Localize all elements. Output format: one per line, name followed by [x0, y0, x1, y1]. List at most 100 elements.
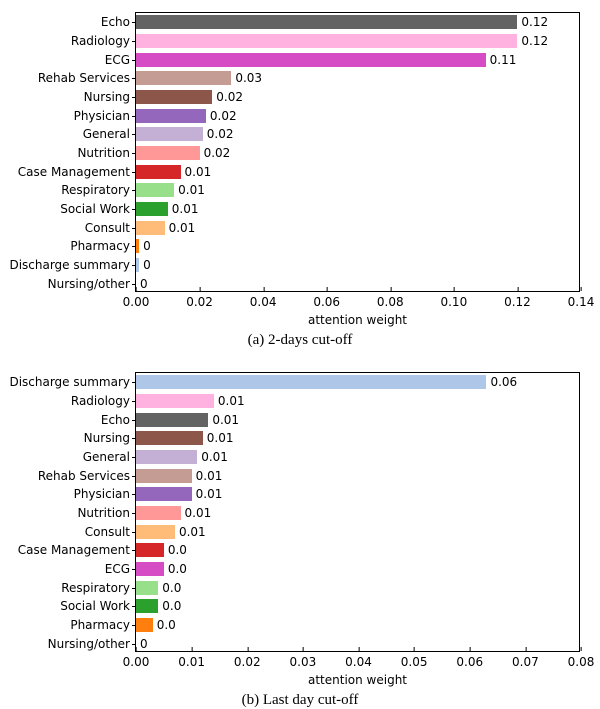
- bar: [136, 165, 181, 179]
- y-tick-label: Case Management: [18, 543, 136, 557]
- bar: [136, 469, 192, 483]
- y-tick-label: Radiology: [71, 34, 136, 48]
- y-tick-mark: [132, 265, 136, 266]
- bar: [136, 239, 139, 253]
- panel-a-caption: (a) 2-days cut-off: [248, 332, 353, 349]
- bar: [136, 618, 153, 632]
- bar-value-label: 0.01: [167, 222, 196, 234]
- y-tick-mark: [132, 550, 136, 551]
- y-tick-mark: [132, 60, 136, 61]
- y-tick-label: Radiology: [71, 394, 136, 408]
- x-tick-label: 0.14: [568, 291, 595, 309]
- y-tick-label: Pharmacy: [70, 618, 136, 632]
- bar-value-label: 0.02: [202, 147, 231, 159]
- y-tick-mark: [132, 41, 136, 42]
- bar-value-label: 0.01: [183, 507, 212, 519]
- x-axis-label: attention weight: [308, 651, 407, 687]
- y-tick-mark: [132, 134, 136, 135]
- bar-value-label: 0.01: [177, 526, 206, 538]
- bar: [136, 146, 200, 160]
- bar: [136, 15, 517, 29]
- y-tick-label: Nutrition: [77, 506, 136, 520]
- bar-value-label: 0.01: [194, 470, 223, 482]
- y-tick-label: Nutrition: [77, 146, 136, 160]
- bar-value-label: 0.02: [208, 110, 237, 122]
- bar: [136, 394, 214, 408]
- bar: [136, 71, 231, 85]
- x-tick-label: 0.04: [250, 291, 277, 309]
- bar: [136, 599, 158, 613]
- x-tick-label: 0.02: [234, 651, 261, 669]
- bar-value-label: 0.11: [488, 54, 517, 66]
- y-tick-mark: [132, 153, 136, 154]
- bar-value-label: 0: [138, 278, 148, 290]
- y-tick-mark: [132, 209, 136, 210]
- y-tick-label: Discharge summary: [9, 375, 136, 389]
- y-tick-mark: [132, 401, 136, 402]
- bar-value-label: 0.0: [160, 582, 181, 594]
- y-tick-mark: [132, 476, 136, 477]
- bar-value-label: 0.02: [205, 128, 234, 140]
- y-tick-label: Echo: [101, 413, 136, 427]
- x-tick-label: 0.00: [123, 291, 150, 309]
- bar: [136, 221, 165, 235]
- bar: [136, 450, 197, 464]
- panel-b-plot-area: Discharge summary0.06Radiology0.01Echo0.…: [135, 372, 580, 652]
- y-tick-mark: [132, 284, 136, 285]
- bar-value-label: 0.12: [519, 35, 548, 47]
- y-tick-label: General: [83, 127, 136, 141]
- x-tick-label: 0.10: [440, 291, 467, 309]
- x-axis-label: attention weight: [308, 291, 407, 327]
- x-tick-label: 0.01: [178, 651, 205, 669]
- y-tick-label: Physician: [74, 109, 136, 123]
- bar-value-label: 0.01: [176, 184, 205, 196]
- y-tick-label: Case Management: [18, 165, 136, 179]
- bar: [136, 562, 164, 576]
- y-tick-mark: [132, 532, 136, 533]
- y-tick-mark: [132, 190, 136, 191]
- y-tick-mark: [132, 625, 136, 626]
- y-tick-mark: [132, 569, 136, 570]
- y-tick-label: Echo: [101, 15, 136, 29]
- bar-value-label: 0.0: [166, 563, 187, 575]
- y-tick-label: General: [83, 450, 136, 464]
- bar-value-label: 0.03: [233, 72, 262, 84]
- y-tick-label: Consult: [85, 525, 136, 539]
- y-tick-mark: [132, 22, 136, 23]
- bar: [136, 183, 174, 197]
- y-tick-label: Social Work: [60, 202, 136, 216]
- bar: [136, 53, 486, 67]
- y-tick-label: Physician: [74, 487, 136, 501]
- y-tick-label: Pharmacy: [70, 239, 136, 253]
- bar: [136, 487, 192, 501]
- y-tick-mark: [132, 438, 136, 439]
- y-tick-label: Nursing/other: [48, 277, 136, 291]
- y-tick-mark: [132, 513, 136, 514]
- bar-value-label: 0: [141, 259, 151, 271]
- bar: [136, 431, 203, 445]
- y-tick-mark: [132, 172, 136, 173]
- bar-value-label: 0.01: [170, 203, 199, 215]
- x-tick-label: 0.02: [186, 291, 213, 309]
- y-tick-mark: [132, 457, 136, 458]
- y-tick-label: Nursing/other: [48, 637, 136, 651]
- y-tick-mark: [132, 494, 136, 495]
- bar-value-label: 0.01: [210, 414, 239, 426]
- x-tick-label: 0.06: [456, 651, 483, 669]
- bar-value-label: 0.01: [205, 432, 234, 444]
- bar-value-label: 0.06: [488, 376, 517, 388]
- bar: [136, 202, 168, 216]
- y-tick-mark: [132, 644, 136, 645]
- bar-value-label: 0.01: [194, 488, 223, 500]
- bar-value-label: 0.01: [199, 451, 228, 463]
- bar: [136, 581, 158, 595]
- x-tick-label: 0.12: [504, 291, 531, 309]
- y-tick-label: Nursing: [84, 90, 136, 104]
- bar-value-label: 0.02: [214, 91, 243, 103]
- figure: Echo0.12Radiology0.12ECG0.11Rehab Servic…: [0, 0, 600, 706]
- bar-value-label: 0.0: [155, 619, 176, 631]
- y-tick-mark: [132, 116, 136, 117]
- bar: [136, 506, 181, 520]
- y-tick-label: Discharge summary: [9, 258, 136, 272]
- bar-value-label: 0.12: [519, 16, 548, 28]
